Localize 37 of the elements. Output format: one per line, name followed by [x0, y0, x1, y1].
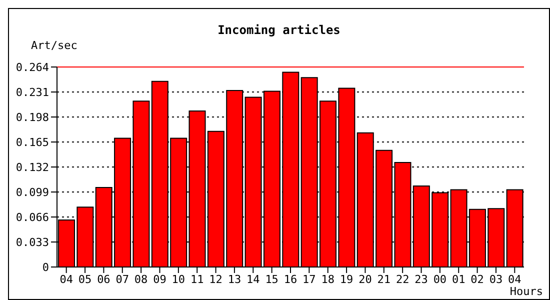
x-tick-label: 16	[284, 272, 298, 286]
x-axis-title: Hours	[510, 285, 543, 298]
chart-title: Incoming articles	[216, 23, 342, 37]
x-tick-label: 20	[358, 272, 372, 286]
y-axis-title: Art/sec	[31, 39, 78, 52]
x-tick-label: 13	[228, 272, 242, 286]
x-tick-label: 04	[508, 272, 522, 286]
x-tick-label: 10	[172, 272, 186, 286]
y-tick-label: 0.099	[16, 186, 49, 199]
x-tick-label: 19	[340, 272, 354, 286]
x-tick-label: 23	[414, 272, 428, 286]
x-tick-label: 02	[470, 272, 484, 286]
x-tick-label: 18	[321, 272, 334, 286]
x-tick-label: 01	[452, 272, 466, 286]
y-tick-label: 0.165	[16, 136, 49, 149]
x-tick-label: 04	[60, 272, 74, 286]
y-tick-label: 0.264	[16, 60, 50, 74]
x-tick-label: 15	[265, 272, 278, 286]
y-tick-label: 0.231	[16, 86, 49, 99]
x-tick-label: 12	[209, 272, 222, 286]
x-tick-label: 08	[134, 272, 148, 286]
y-tick-label: 0.198	[16, 110, 49, 124]
y-tick-label: 0.066	[16, 210, 49, 224]
x-tick-label: 03	[489, 272, 503, 286]
x-tick-label: 05	[78, 272, 92, 286]
x-tick-label: 00	[433, 272, 447, 286]
x-tick-label: 21	[377, 272, 391, 286]
y-tick-label: 0	[42, 260, 49, 274]
x-tick-label: 06	[97, 272, 110, 286]
x-tick-label: 07	[116, 272, 130, 286]
y-tick-label: 0.132	[16, 160, 49, 174]
x-tick-label: 09	[153, 272, 166, 286]
x-tick-label: 22	[396, 272, 410, 286]
x-tick-label: 11	[190, 272, 204, 286]
x-tick-label: 17	[302, 272, 316, 286]
y-tick-label: 0.033	[16, 236, 49, 249]
x-tick-label: 14	[246, 272, 260, 286]
